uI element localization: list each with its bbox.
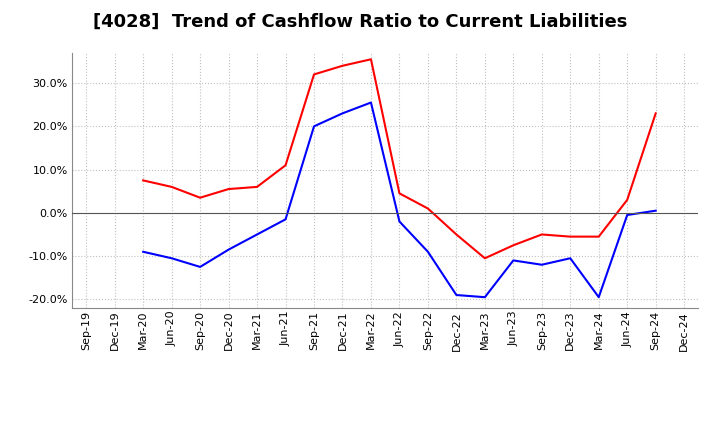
Text: [4028]  Trend of Cashflow Ratio to Current Liabilities: [4028] Trend of Cashflow Ratio to Curren… <box>93 13 627 31</box>
